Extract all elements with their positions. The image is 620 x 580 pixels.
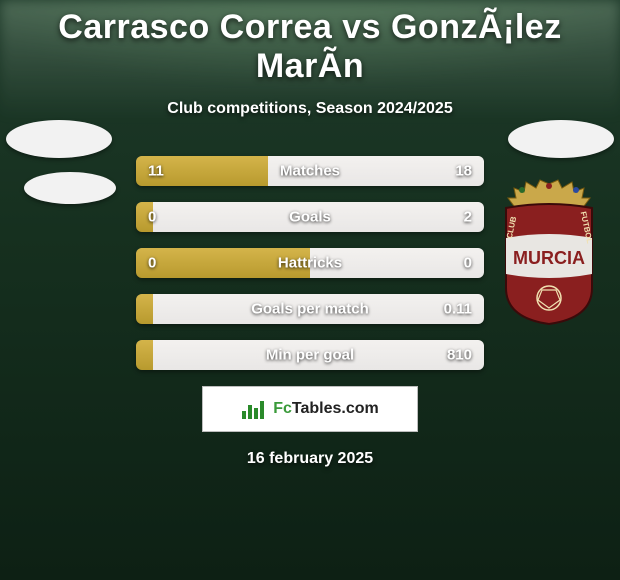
stat-right-value: 0.11	[444, 301, 472, 318]
left-player-badge-2	[24, 172, 116, 204]
stat-right-value: 0	[464, 255, 472, 272]
stat-bar-left-fill	[136, 340, 153, 370]
page-subtitle: Club competitions, Season 2024/2025	[0, 100, 620, 118]
crest-text: MURCIA	[513, 248, 585, 268]
stat-bar: 0 Goals 2	[136, 202, 484, 232]
stat-right-value: 810	[447, 347, 472, 364]
stat-bar: Goals per match 0.11	[136, 294, 484, 324]
page-title: Carrasco Correa vs GonzÃ¡lez MarÃ­n	[0, 8, 620, 86]
brand-box[interactable]: FcTables.com	[202, 386, 418, 432]
stat-right-value: 18	[455, 163, 472, 180]
left-player-badge	[6, 120, 112, 158]
stat-label: Goals per match	[251, 301, 369, 318]
stat-bar-left-fill	[136, 294, 153, 324]
footer-date: 16 february 2025	[0, 450, 620, 468]
stat-left-value: 0	[148, 255, 156, 272]
stats-container: 11 Matches 18 0 Goals 2 0 Hattricks 0 Goals per m…	[136, 156, 484, 370]
stat-right-value: 2	[464, 209, 472, 226]
stat-left-value: 0	[148, 209, 156, 226]
brand-prefix: Fc	[273, 400, 292, 417]
stat-bar: Min per goal 810	[136, 340, 484, 370]
stat-label: Matches	[280, 163, 340, 180]
stat-left-value: 11	[148, 163, 164, 180]
stat-label: Hattricks	[278, 255, 342, 272]
stat-label: Goals	[289, 209, 331, 226]
stat-bar: 0 Hattricks 0	[136, 248, 484, 278]
brand-text: FcTables.com	[273, 400, 379, 418]
stat-label: Min per goal	[266, 347, 354, 364]
brand-rest: Tables.com	[292, 400, 379, 417]
right-player-badge	[508, 120, 614, 158]
stat-bar: 11 Matches 18	[136, 156, 484, 186]
bar-chart-icon	[241, 399, 267, 419]
club-crest: MURCIA CLUB FUTBOL	[500, 178, 598, 326]
